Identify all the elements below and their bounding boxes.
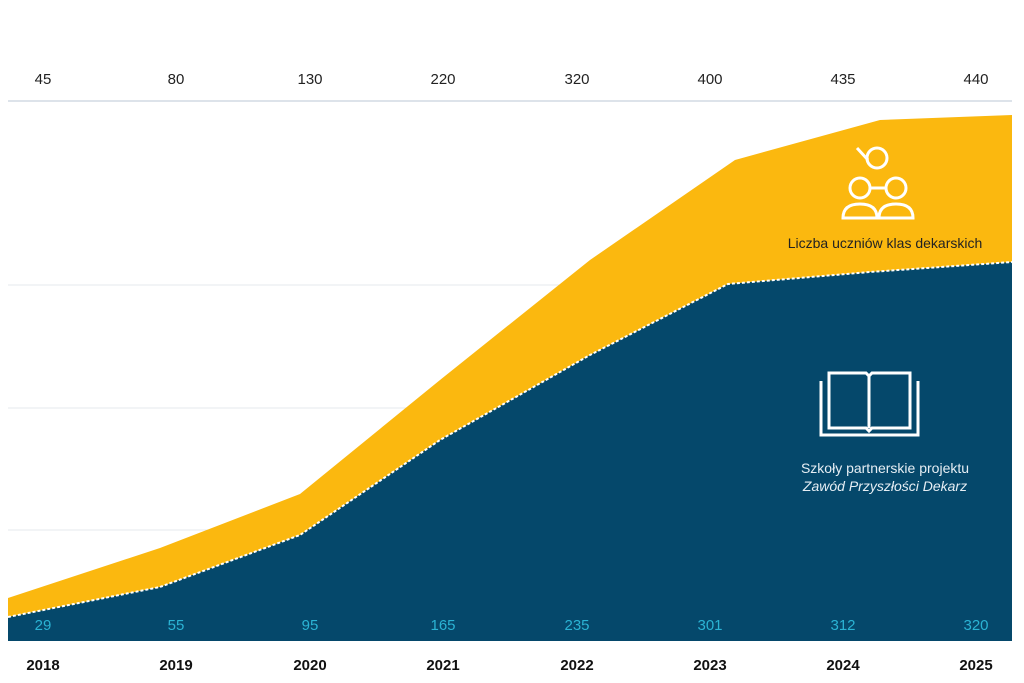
schools-value-label: 320 (963, 617, 989, 634)
schools-area (8, 262, 1012, 641)
schools-value-label: 312 (830, 617, 856, 634)
year-tick-label: 2019 (159, 657, 193, 674)
open-book-icon (819, 371, 920, 437)
schools-label-line2: Zawód Przyszłości Dekarz (802, 478, 968, 494)
year-tick-label: 2022 (560, 657, 594, 674)
schools-value-label: 301 (697, 617, 723, 634)
students-legend: Liczba uczniów klas dekarskich (770, 235, 1000, 251)
schools-value-label: 165 (430, 617, 456, 634)
students-value-label: 320 (564, 71, 590, 88)
year-tick-label: 2025 (959, 657, 993, 674)
students-value-label: 220 (430, 71, 456, 88)
year-tick-label: 2021 (426, 657, 460, 674)
students-value-label: 80 (167, 71, 185, 88)
schools-value-label: 95 (301, 617, 319, 634)
students-label: Liczba uczniów klas dekarskich (787, 235, 983, 251)
schools-label-line1: Szkoły partnerskie projektu (800, 460, 970, 476)
year-tick-label: 2020 (293, 657, 327, 674)
schools-legend: Szkoły partnerskie projektu Zawód Przysz… (770, 459, 1000, 495)
students-value-label: 400 (697, 71, 723, 88)
schools-value-label: 55 (167, 617, 185, 634)
students-value-label: 45 (34, 71, 52, 88)
year-tick-label: 2023 (693, 657, 727, 674)
schools-value-label: 235 (564, 617, 590, 634)
students-icon (841, 146, 915, 220)
students-value-label: 440 (963, 71, 989, 88)
year-tick-label: 2018 (26, 657, 60, 674)
students-value-label: 435 (830, 71, 856, 88)
year-tick-label: 2024 (826, 657, 860, 674)
students-value-label: 130 (297, 71, 323, 88)
schools-value-label: 29 (34, 617, 52, 634)
